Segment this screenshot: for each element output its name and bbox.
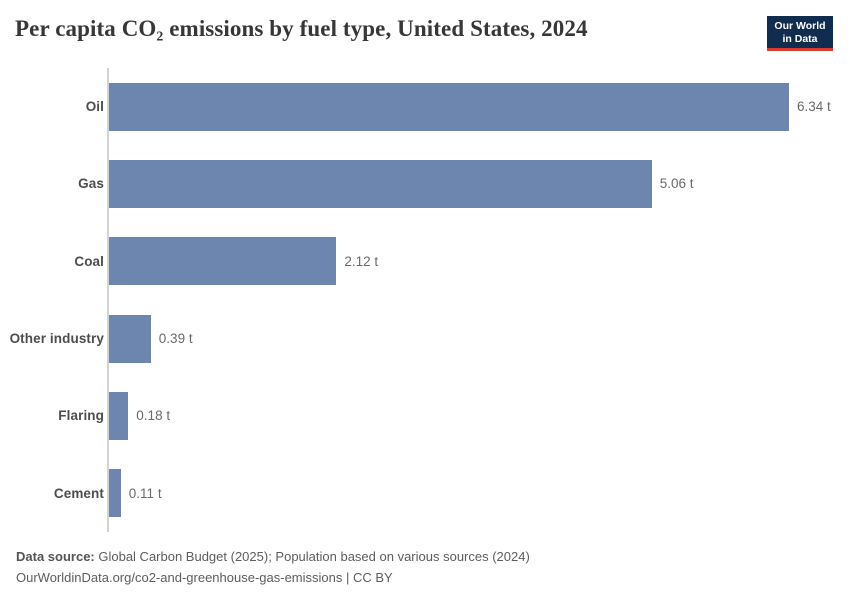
value-label: 2.12 t xyxy=(344,253,379,269)
owid-logo-line2: in Data xyxy=(782,32,818,45)
bar-row: Cement 0.11 t xyxy=(0,455,850,532)
data-source-text: Global Carbon Budget (2025); Population … xyxy=(94,549,530,564)
bar-row: Coal 2.12 t xyxy=(0,223,850,300)
bar[interactable] xyxy=(109,159,652,208)
value-label: 0.11 t xyxy=(128,485,162,501)
bar[interactable] xyxy=(109,82,789,131)
value-label: 5.06 t xyxy=(659,176,694,192)
value-label: 0.39 t xyxy=(158,331,193,347)
owid-logo-line1: Our World xyxy=(774,20,826,32)
chart-footer: Data source: Global Carbon Budget (2025)… xyxy=(16,546,530,588)
value-label: 0.18 t xyxy=(136,408,171,424)
bar[interactable] xyxy=(109,237,337,286)
bar-chart: Oil 6.34 t Gas 5.06 t Coal 2.12 t Other … xyxy=(0,68,850,532)
bar[interactable] xyxy=(109,469,121,518)
data-source-label: Data source: xyxy=(16,549,95,564)
category-label: Coal xyxy=(74,253,104,269)
value-label: 6.34 t xyxy=(797,99,831,115)
category-label: Cement xyxy=(53,485,104,501)
category-label: Oil xyxy=(85,99,104,115)
bar[interactable] xyxy=(109,314,151,363)
category-label: Flaring xyxy=(58,408,104,424)
category-label: Gas xyxy=(78,176,104,192)
y-axis-line xyxy=(107,68,109,532)
owid-logo[interactable]: Our World in Data xyxy=(767,16,833,51)
data-source-line: Data source: Global Carbon Budget (2025)… xyxy=(16,546,530,567)
bar-row: Flaring 0.18 t xyxy=(0,377,850,454)
attribution-line: OurWorldinData.org/co2-and-greenhouse-ga… xyxy=(16,570,393,585)
bar[interactable] xyxy=(109,391,129,440)
bar-row: Gas 5.06 t xyxy=(0,145,850,222)
chart-title: Per capita CO₂ emissions by fuel type, U… xyxy=(15,16,588,41)
bar-row: Other industry 0.39 t xyxy=(0,300,850,377)
category-label: Other industry xyxy=(9,331,104,347)
bar-row: Oil 6.34 t xyxy=(0,68,850,145)
